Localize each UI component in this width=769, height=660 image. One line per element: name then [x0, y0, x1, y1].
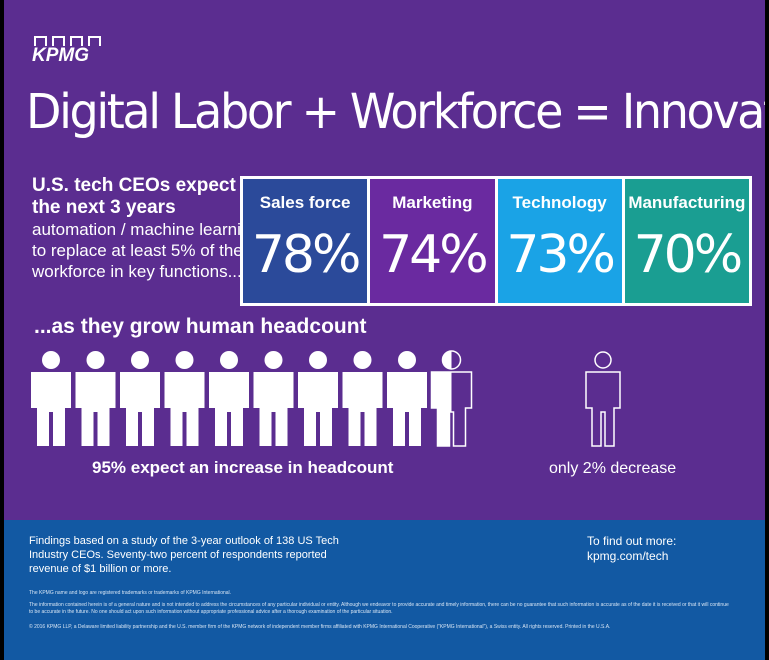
- stat-label: Technology: [512, 193, 607, 212]
- find-out-more-link[interactable]: kpmg.com/tech: [587, 549, 669, 563]
- findings-text: Findings based on a study of the 3-year …: [29, 535, 339, 575]
- person-icon: [342, 351, 383, 446]
- increase-person-icons: [31, 350, 473, 447]
- find-out-more: To find out more: kpmg.com/tech: [587, 534, 676, 564]
- increase-caption: 95% expect an increase in headcount: [92, 458, 394, 477]
- person-icon: [75, 351, 116, 446]
- person-icon: [31, 351, 71, 446]
- decrease-person-icon: [585, 351, 621, 447]
- stat-sales-force: Sales force 78%: [243, 179, 371, 303]
- headcount-heading: ...as they grow human headcount: [34, 315, 367, 338]
- decrease-caption: only 2% decrease: [549, 460, 677, 477]
- footer: Findings based on a study of the 3-year …: [4, 520, 765, 660]
- kpmg-logo-text: KPMG: [32, 45, 89, 66]
- disclaimer: The information contained herein is of a…: [29, 602, 729, 615]
- copyright: © 2016 KPMG LLP, a Delaware limited liab…: [29, 624, 611, 630]
- function-stats: Sales force 78% Marketing 74% Technology…: [240, 176, 752, 306]
- stat-manufacturing: Manufacturing 70%: [624, 179, 749, 303]
- trademark-notice: The KPMG name and logo are registered tr…: [29, 590, 232, 596]
- intro-text: automation / machine learning to replace…: [32, 220, 260, 281]
- intro-heading: U.S. tech CEOs expect in the next 3 year…: [32, 175, 258, 218]
- page-title: Digital Labor + Workforce = Innovation∞: [26, 84, 765, 140]
- stat-label: Manufacturing: [628, 193, 746, 212]
- person-icon: [387, 351, 427, 446]
- stat-value: 70%: [633, 225, 744, 285]
- stat-value: 73%: [506, 225, 616, 285]
- stat-technology: Technology 73%: [497, 179, 625, 303]
- person-icon: [298, 351, 338, 446]
- person-icon: [120, 351, 160, 446]
- stat-marketing: Marketing 74%: [370, 179, 498, 303]
- person-icon: [430, 350, 473, 447]
- stat-value: 78%: [251, 225, 362, 285]
- infographic: KPMG Digital Labor + Workforce = Innovat…: [4, 0, 765, 660]
- person-icon: [209, 351, 249, 446]
- stat-label: Sales force: [259, 193, 351, 212]
- stat-label: Marketing: [392, 193, 473, 212]
- kpmg-logo: [34, 36, 101, 46]
- person-icon: [253, 351, 294, 446]
- person-icon: [164, 351, 205, 446]
- find-out-more-label: To find out more:: [587, 534, 677, 548]
- stat-value: 74%: [379, 225, 489, 285]
